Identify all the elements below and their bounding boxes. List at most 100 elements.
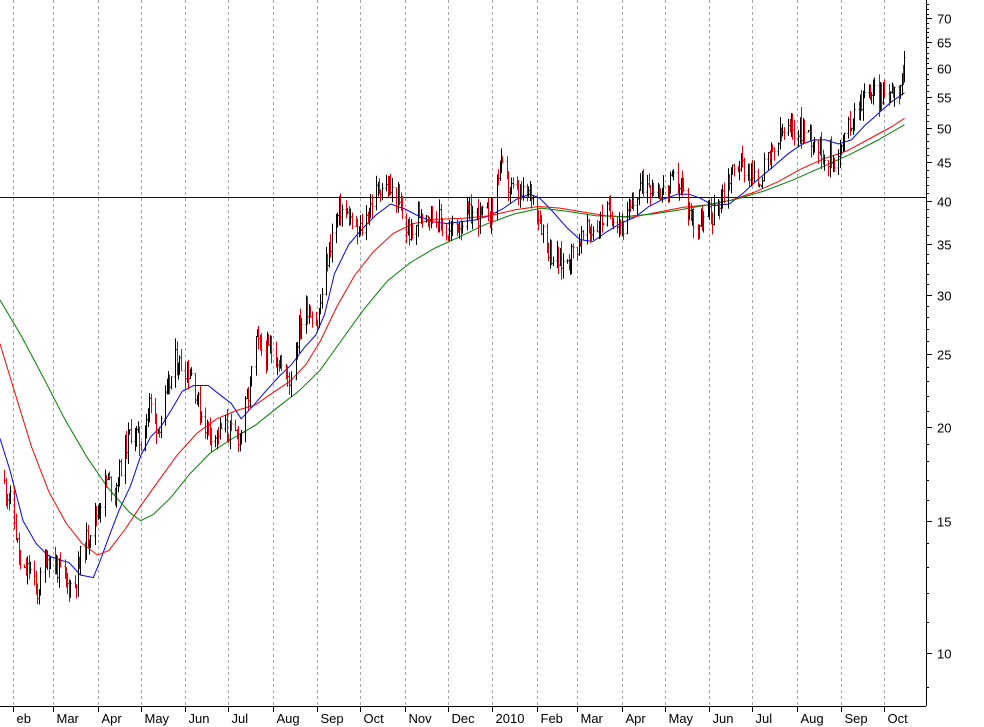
price-bar: [224, 415, 227, 433]
price-bar: [99, 502, 102, 523]
x-tick-label: eb: [17, 711, 31, 726]
x-tick-label: Apr: [626, 711, 647, 726]
price-bar: [415, 224, 418, 245]
plot-background: [0, 0, 926, 706]
price-bar: [609, 195, 612, 220]
x-tick-label: Mar: [57, 711, 80, 726]
price-bar: [767, 152, 770, 171]
price-bar: [688, 202, 691, 220]
x-tick-label: Jul: [756, 711, 773, 726]
x-tick-label: Mar: [581, 711, 604, 726]
price-bar: [562, 253, 565, 279]
price-bar: [341, 204, 344, 227]
price-bar: [718, 200, 721, 220]
price-bar: [39, 567, 42, 596]
price-bar: [118, 459, 121, 487]
price-bar: [369, 194, 372, 219]
y-tick-label: 45: [937, 156, 951, 171]
price-bar: [682, 177, 685, 192]
x-tick-label: 2010: [496, 711, 525, 726]
price-bar: [280, 354, 283, 371]
x-tick-label: Apr: [102, 711, 123, 726]
price-bar: [227, 433, 230, 444]
price-bar: [572, 243, 575, 259]
price-bar: [207, 421, 210, 436]
price-bar: [566, 259, 569, 264]
price-bar: [491, 196, 494, 223]
price-bar: [267, 333, 270, 347]
price-bar: [833, 157, 836, 173]
price-bar: [351, 212, 354, 230]
price-bar: [807, 130, 810, 133]
price-bar: [395, 186, 398, 213]
price-bar: [783, 127, 786, 140]
price-bar: [306, 296, 309, 325]
series-line-1: [0, 92, 905, 579]
price-bar: [731, 164, 734, 175]
price-bar: [339, 193, 342, 226]
price-bar: [155, 413, 158, 445]
price-bar: [642, 169, 645, 197]
x-tick-label: May: [669, 711, 694, 726]
y-axis: 10 15 20 25 30 35 40 45 50 55 60 65 70: [926, 4, 951, 688]
price-bar: [672, 169, 675, 181]
x-tick-label: Jul: [232, 711, 249, 726]
price-bar: [105, 475, 108, 488]
price-bar: [602, 222, 605, 226]
price-bar: [46, 550, 49, 570]
x-axis: eb Mar Apr May Jun Jul Aug Sep Oct Nov Dec 2010 Feb M…: [13, 706, 908, 726]
price-bar: [421, 213, 424, 228]
price-bar: [230, 413, 233, 432]
price-bar: [596, 220, 599, 233]
x-tick-label: Sep: [845, 711, 868, 726]
price-bar: [150, 393, 153, 414]
price-bar: [649, 185, 652, 205]
price-bar: [296, 341, 299, 360]
price-bar: [247, 386, 250, 411]
x-tick-label: Dec: [452, 711, 476, 726]
price-bar: [461, 221, 464, 234]
price-bar: [723, 182, 726, 204]
price-bar: [840, 144, 843, 156]
y-tick-label: 50: [937, 122, 951, 137]
price-bar: [59, 552, 62, 568]
price-bar: [244, 395, 247, 443]
price-bar: [108, 471, 111, 481]
price-bar: [110, 476, 113, 502]
price-bar: [391, 178, 394, 203]
price-bar: [477, 198, 480, 237]
price-bar: [537, 209, 540, 231]
price-bar: [19, 549, 22, 570]
price-bar: [590, 223, 593, 242]
price-bar: [138, 426, 141, 456]
price-bar: [36, 583, 39, 605]
price-bar: [487, 197, 490, 222]
y-tick-label: 35: [937, 238, 951, 253]
price-bar: [721, 184, 724, 209]
price-bar: [56, 555, 59, 583]
price-bar: [217, 426, 220, 445]
price-bar: [530, 183, 533, 209]
price-bar: [626, 201, 629, 235]
price-bar: [49, 557, 52, 569]
moving-average-lines: [0, 92, 905, 579]
price-bar: [160, 415, 163, 438]
price-bar: [435, 211, 438, 229]
price-bar: [820, 132, 823, 169]
price-bar: [234, 419, 237, 432]
price-bar: [793, 119, 796, 146]
price-bar: [204, 407, 207, 439]
price-bar: [445, 224, 448, 241]
price-bar: [580, 226, 583, 254]
y-tick-label: 60: [937, 62, 951, 77]
y-tick-label: 55: [937, 91, 951, 106]
price-bar: [441, 217, 444, 237]
price-bar: [3, 469, 6, 485]
series-line-2: [0, 117, 905, 556]
price-bar: [800, 106, 803, 149]
price-bar: [738, 160, 741, 181]
price-bar: [375, 175, 378, 211]
price-bar: [771, 144, 774, 153]
price-bar: [507, 171, 510, 202]
price-bar: [893, 86, 896, 107]
